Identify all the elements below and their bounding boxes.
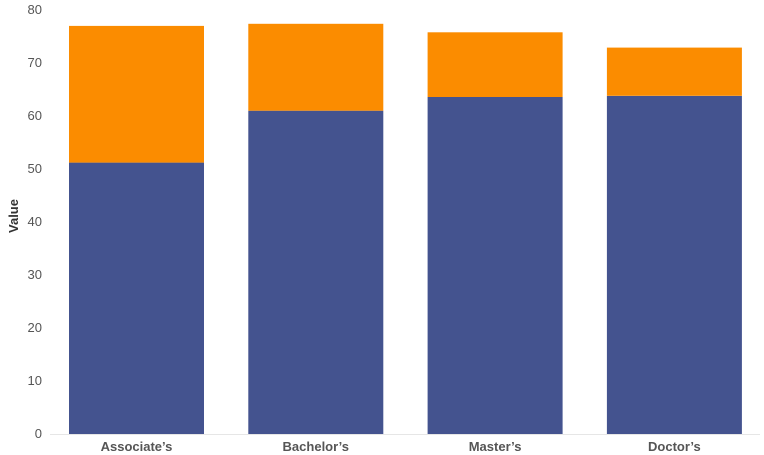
- bar-segment: [606, 95, 742, 435]
- y-tick-label: 10: [28, 373, 42, 388]
- y-tick-label: 30: [28, 267, 42, 282]
- y-axis-ticks: 0 10 20 30 40 50 60 70 80: [28, 2, 42, 441]
- y-tick-label: 60: [28, 108, 42, 123]
- y-tick-label: 40: [28, 214, 42, 229]
- y-tick-label: 20: [28, 320, 42, 335]
- bar-segment: [69, 25, 204, 163]
- bar-segment: [248, 110, 384, 434]
- y-tick-label: 70: [28, 55, 42, 70]
- bar-segment: [248, 23, 384, 111]
- bar-segment: [427, 32, 563, 97]
- y-tick-label: 80: [28, 2, 42, 17]
- x-tick-label: Master’s: [469, 439, 522, 454]
- y-tick-label: 0: [35, 426, 42, 441]
- bars: [69, 23, 742, 435]
- x-axis-labels: Associate’s Bachelor’s Master’s Doctor’s: [101, 439, 701, 454]
- x-tick-label: Associate’s: [101, 439, 173, 454]
- bar-segment: [606, 47, 742, 96]
- x-tick-label: Bachelor’s: [283, 439, 349, 454]
- bar-segment: [427, 96, 563, 435]
- y-axis-title: Value: [6, 199, 21, 233]
- y-tick-label: 50: [28, 161, 42, 176]
- x-tick-label: Doctor’s: [648, 439, 701, 454]
- bar-segment: [69, 162, 204, 434]
